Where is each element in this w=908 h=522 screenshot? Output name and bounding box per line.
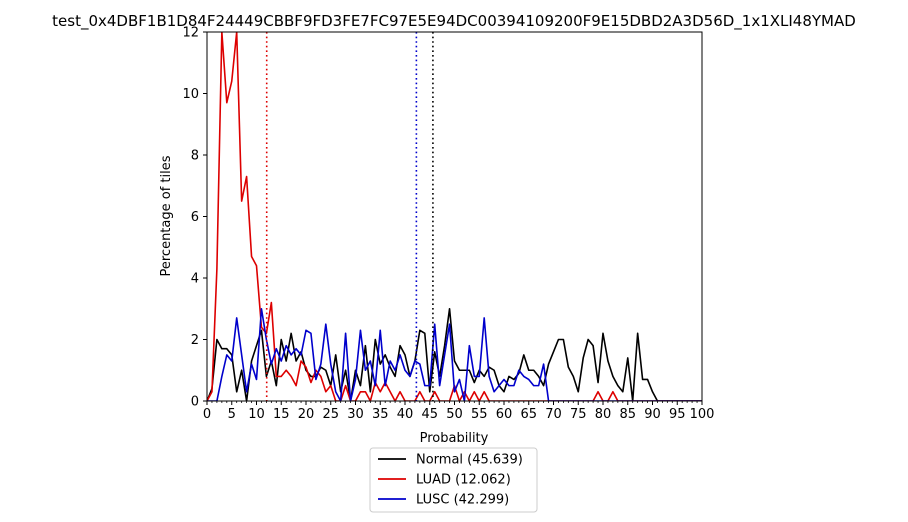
x-tick-label: 65: [520, 407, 537, 422]
chart-title: test_0x4DBF1B1D84F24449CBBF9FD3FE7FC97E5…: [52, 12, 856, 31]
y-tick-label: 0: [191, 395, 199, 410]
x-tick-label: 10: [248, 407, 265, 422]
x-tick-label: 55: [471, 407, 488, 422]
plot-area: [206, 31, 703, 402]
x-tick-label: 40: [397, 407, 414, 422]
x-tick-label: 50: [446, 407, 463, 422]
x-tick-label: 60: [496, 407, 513, 422]
y-tick-label: 6: [191, 210, 199, 225]
x-tick-label: 30: [347, 407, 364, 422]
y-tick-label: 8: [191, 149, 199, 164]
x-tick-label: 0: [203, 407, 211, 422]
y-tick-label: 2: [191, 333, 199, 348]
x-tick-label: 85: [619, 407, 636, 422]
x-axis-ticks: 0 5 10 15 20 25 30 35 40 45 50 55 60 65 70 75 80 85 90 95 10…: [203, 401, 715, 422]
series-lines: [207, 32, 702, 401]
y-axis-label: Percentage of tiles: [159, 155, 174, 276]
series-line-2: [207, 307, 702, 401]
x-tick-label: 70: [545, 407, 562, 422]
series-line-0: [207, 307, 702, 401]
y-tick-label: 10: [182, 87, 199, 102]
x-tick-label: 75: [570, 407, 587, 422]
y-tick-label: 4: [191, 272, 199, 287]
legend-frame: [369, 447, 538, 513]
y-axis-ticks: 0 2 4 6 8 10 12: [182, 26, 207, 410]
legend-label-1: LUAD (12.062): [416, 473, 511, 488]
legend-label-0: Normal (45.639): [416, 453, 523, 468]
x-tick-label: 5: [228, 407, 236, 422]
x-tick-label: 95: [669, 407, 686, 422]
x-tick-label: 35: [372, 407, 389, 422]
x-tick-label: 90: [644, 407, 661, 422]
x-axis-label: Probability: [420, 431, 489, 446]
x-tick-label: 80: [595, 407, 612, 422]
x-tick-label: 15: [273, 407, 290, 422]
x-tick-label: 100: [690, 407, 715, 422]
x-tick-label: 20: [298, 407, 315, 422]
legend: Normal (45.639) LUAD (12.062) LUSC (42.299…: [369, 447, 538, 513]
x-tick-label: 25: [322, 407, 339, 422]
x-tick-label: 45: [421, 407, 438, 422]
y-tick-label: 12: [182, 26, 199, 41]
legend-label-2: LUSC (42.299): [416, 493, 509, 508]
